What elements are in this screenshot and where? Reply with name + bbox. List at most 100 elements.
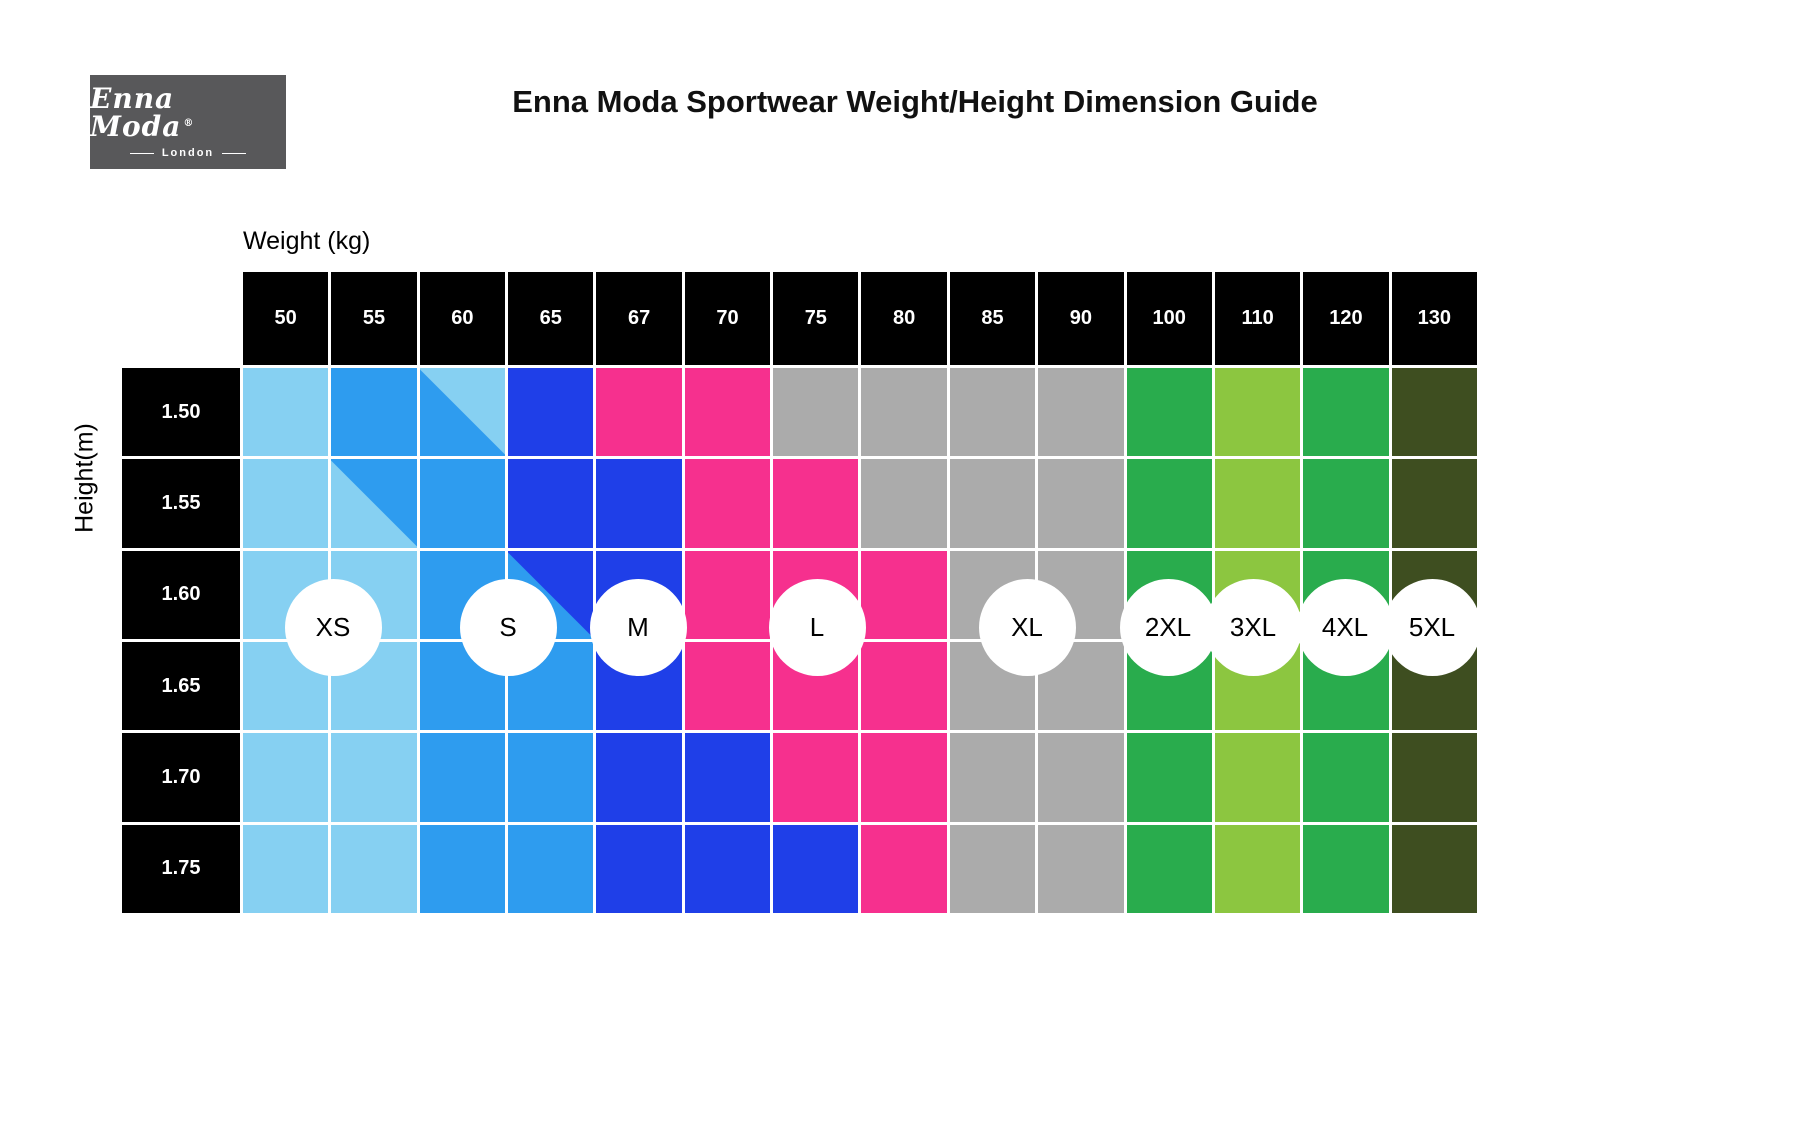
size-cell-70-1.75 bbox=[684, 824, 771, 913]
page-title: Enna Moda Sportwear Weight/Height Dimens… bbox=[512, 84, 1318, 119]
size-cell-50-1.70 bbox=[243, 733, 329, 822]
size-cell-50-1.60 bbox=[243, 550, 329, 639]
size-cell-110-1.65 bbox=[1214, 642, 1301, 731]
size-cell-55-1.55 bbox=[331, 459, 417, 548]
height-header-1.55: 1.55 bbox=[122, 459, 240, 548]
height-header-1.70: 1.70 bbox=[122, 733, 240, 822]
size-cell-100-1.65 bbox=[1126, 642, 1212, 731]
size-cell-67-1.60 bbox=[596, 550, 682, 639]
weight-header-65: 65 bbox=[508, 272, 594, 365]
size-cell-55-1.50 bbox=[331, 368, 417, 457]
size-cell-130-1.70 bbox=[1391, 733, 1477, 822]
size-cell-90-1.55 bbox=[1038, 459, 1124, 548]
size-cell-100-1.50 bbox=[1126, 368, 1212, 457]
weight-header-100: 100 bbox=[1126, 272, 1212, 365]
size-cell-75-1.70 bbox=[773, 733, 859, 822]
size-cell-67-1.65 bbox=[596, 642, 682, 731]
size-cell-130-1.60 bbox=[1391, 550, 1477, 639]
size-cell-110-1.55 bbox=[1214, 459, 1301, 548]
size-cell-60-1.60 bbox=[419, 550, 506, 639]
size-cell-110-1.75 bbox=[1214, 824, 1301, 913]
weight-header-70: 70 bbox=[684, 272, 771, 365]
weight-header-120: 120 bbox=[1303, 272, 1389, 365]
size-cell-55-1.75 bbox=[331, 824, 417, 913]
weight-header-67: 67 bbox=[596, 272, 682, 365]
grid-corner-cell bbox=[122, 272, 240, 365]
weight-header-90: 90 bbox=[1038, 272, 1124, 365]
logo-registered-mark: ® bbox=[183, 117, 195, 129]
weight-header-75: 75 bbox=[773, 272, 859, 365]
size-cell-70-1.50 bbox=[684, 368, 771, 457]
size-cell-50-1.75 bbox=[243, 824, 329, 913]
size-cell-65-1.70 bbox=[508, 733, 594, 822]
size-cell-70-1.65 bbox=[684, 642, 771, 731]
size-cell-80-1.65 bbox=[861, 642, 947, 731]
size-cell-75-1.75 bbox=[773, 824, 859, 913]
size-cell-70-1.60 bbox=[684, 550, 771, 639]
size-cell-100-1.60 bbox=[1126, 550, 1212, 639]
size-cell-75-1.65 bbox=[773, 642, 859, 731]
size-cell-65-1.65 bbox=[508, 642, 594, 731]
size-cell-85-1.65 bbox=[949, 642, 1036, 731]
weight-header-60: 60 bbox=[419, 272, 506, 365]
size-cell-85-1.60 bbox=[949, 550, 1036, 639]
size-cell-50-1.50 bbox=[243, 368, 329, 457]
size-cell-50-1.65 bbox=[243, 642, 329, 731]
size-cell-90-1.65 bbox=[1038, 642, 1124, 731]
height-header-1.75: 1.75 bbox=[122, 824, 240, 913]
size-cell-90-1.70 bbox=[1038, 733, 1124, 822]
weight-header-110: 110 bbox=[1214, 272, 1301, 365]
size-cell-110-1.60 bbox=[1214, 550, 1301, 639]
size-cell-85-1.75 bbox=[949, 824, 1036, 913]
size-cell-90-1.75 bbox=[1038, 824, 1124, 913]
size-cell-100-1.70 bbox=[1126, 733, 1212, 822]
size-cell-55-1.60 bbox=[331, 550, 417, 639]
size-cell-65-1.60 bbox=[508, 550, 594, 639]
size-cell-120-1.60 bbox=[1303, 550, 1389, 639]
size-cell-60-1.65 bbox=[419, 642, 506, 731]
weight-axis-label: Weight (kg) bbox=[243, 227, 371, 255]
size-cell-85-1.55 bbox=[949, 459, 1036, 548]
size-cell-130-1.65 bbox=[1391, 642, 1477, 731]
weight-header-55: 55 bbox=[331, 272, 417, 365]
size-cell-67-1.75 bbox=[596, 824, 682, 913]
size-cell-65-1.50 bbox=[508, 368, 594, 457]
size-chart-grid: 50 55 60 65 67 70 75 80 85 90 100 110 120 130 1.50 1.55… bbox=[122, 272, 1477, 913]
size-cell-70-1.70 bbox=[684, 733, 771, 822]
size-cell-80-1.70 bbox=[861, 733, 947, 822]
size-cell-55-1.65 bbox=[331, 642, 417, 731]
size-cell-120-1.75 bbox=[1303, 824, 1389, 913]
size-cell-85-1.50 bbox=[949, 368, 1036, 457]
weight-header-50: 50 bbox=[243, 272, 329, 365]
size-cell-80-1.55 bbox=[861, 459, 947, 548]
logo-city-text: London bbox=[130, 147, 246, 159]
size-cell-100-1.75 bbox=[1126, 824, 1212, 913]
size-cell-65-1.75 bbox=[508, 824, 594, 913]
height-axis-label: Height(m) bbox=[70, 423, 99, 533]
size-cell-90-1.60 bbox=[1038, 550, 1124, 639]
size-cell-100-1.55 bbox=[1126, 459, 1212, 548]
size-cell-110-1.70 bbox=[1214, 733, 1301, 822]
size-cell-130-1.55 bbox=[1391, 459, 1477, 548]
size-cell-50-1.55 bbox=[243, 459, 329, 548]
height-header-1.65: 1.65 bbox=[122, 642, 240, 731]
height-header-1.60: 1.60 bbox=[122, 550, 240, 639]
weight-header-85: 85 bbox=[949, 272, 1036, 365]
size-cell-75-1.55 bbox=[773, 459, 859, 548]
size-cell-67-1.55 bbox=[596, 459, 682, 548]
size-cell-60-1.50 bbox=[419, 368, 506, 457]
height-header-1.50: 1.50 bbox=[122, 368, 240, 457]
size-cell-70-1.55 bbox=[684, 459, 771, 548]
size-cell-60-1.75 bbox=[419, 824, 506, 913]
logo-brand-text: Enna Moda ® bbox=[90, 85, 286, 141]
size-cell-67-1.70 bbox=[596, 733, 682, 822]
size-cell-130-1.50 bbox=[1391, 368, 1477, 457]
size-cell-120-1.55 bbox=[1303, 459, 1389, 548]
size-cell-65-1.55 bbox=[508, 459, 594, 548]
size-cell-90-1.50 bbox=[1038, 368, 1124, 457]
size-cell-80-1.50 bbox=[861, 368, 947, 457]
size-cell-60-1.70 bbox=[419, 733, 506, 822]
size-cell-80-1.75 bbox=[861, 824, 947, 913]
size-cell-75-1.50 bbox=[773, 368, 859, 457]
